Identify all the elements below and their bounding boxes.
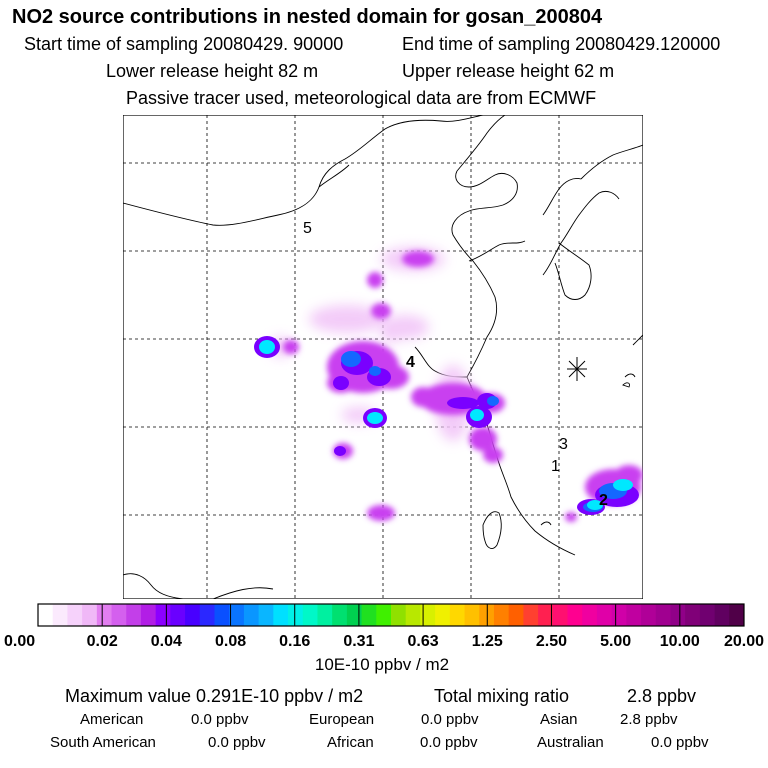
colorbar-cells — [38, 604, 745, 626]
region-label-1: 1 — [551, 458, 560, 475]
american-value: 0.0 ppbv — [191, 711, 249, 728]
colorbar-tick-label: 0.08 — [215, 633, 246, 650]
plume-cyan — [259, 340, 633, 510]
colorbar-tick-label: 2.50 — [536, 633, 567, 650]
australian-label: Australian — [537, 734, 604, 751]
colorbar-cell — [155, 604, 171, 626]
colorbar-cell — [170, 604, 186, 626]
south-american-label: South American — [50, 734, 156, 751]
asian-label: Asian — [540, 711, 578, 728]
colorbar-cell — [288, 604, 304, 626]
colorbar-cell — [508, 604, 524, 626]
colorbar-cell — [670, 604, 686, 626]
colorbar-cell — [523, 604, 539, 626]
colorbar-cell — [185, 604, 201, 626]
colorbar-cell — [67, 604, 83, 626]
end-time-label: End time of sampling 20080429.120000 — [402, 34, 721, 54]
region-label-3: 3 — [559, 436, 568, 453]
colorbar-cell — [229, 604, 245, 626]
colorbar-cell — [435, 604, 451, 626]
start-time-label: Start time of sampling 20080429. 90000 — [24, 34, 344, 54]
european-value: 0.0 ppbv — [421, 711, 479, 728]
colorbar-cell — [52, 604, 68, 626]
european-label: European — [309, 711, 375, 728]
colorbar-cell — [332, 604, 348, 626]
page-title: NO2 source contributions in nested domai… — [12, 6, 603, 28]
colorbar-cell — [317, 604, 333, 626]
colorbar-cell — [140, 604, 157, 626]
colorbar-cell — [655, 604, 671, 626]
receptor-marker-icon — [567, 357, 587, 381]
colorbar-tick-label: 0.02 — [87, 633, 118, 650]
colorbar-cell — [199, 604, 215, 626]
data-source-note: Passive tracer used, meteorological data… — [126, 88, 597, 108]
colorbar-cell — [538, 604, 554, 626]
colorbar-cell — [729, 604, 745, 626]
colorbar-cell — [611, 604, 627, 626]
colorbar-cell — [214, 604, 230, 626]
colorbar-cell — [641, 604, 657, 626]
colorbar-cell — [258, 604, 274, 626]
colorbar-frame — [37, 603, 745, 627]
colorbar-tick-label: 1.25 — [472, 633, 503, 650]
colorbar-cell — [567, 604, 583, 626]
colorbar-tick-label: 0.04 — [151, 633, 182, 650]
colorbar-cell — [582, 604, 598, 626]
colorbar-cell — [302, 604, 318, 626]
region-label-2: 2 — [599, 492, 608, 509]
colorbar-cell — [96, 604, 112, 626]
south-american-value: 0.0 ppbv — [208, 734, 266, 751]
colorbar-cell — [243, 604, 260, 626]
colorbar-tick-labels: 0.00 0.02 0.04 0.08 0.16 0.31 0.63 1.25 2.50 5.00… — [4, 633, 764, 650]
colorbar-cell — [449, 604, 465, 626]
colorbar-cell — [685, 604, 701, 626]
african-label: African — [327, 734, 374, 751]
total-mixing-ratio-value: 2.8 ppbv — [627, 686, 697, 706]
colorbar-cell — [714, 604, 730, 626]
colorbar-tick-label: 5.00 — [600, 633, 631, 650]
colorbar-cell — [405, 604, 421, 626]
colorbar-cell — [493, 604, 510, 626]
total-mixing-ratio-label: Total mixing ratio — [434, 686, 570, 706]
colorbar-cell — [420, 604, 436, 626]
colorbar-cell — [346, 604, 362, 626]
colorbar-cell — [699, 604, 715, 626]
colorbar: 0.00 0.02 0.04 0.08 0.16 0.31 0.63 1.25 2.50 5.00… — [4, 603, 764, 674]
region-label-4: 4 — [406, 354, 415, 371]
colorbar-tick-label: 10.00 — [660, 633, 700, 650]
african-value: 0.0 ppbv — [420, 734, 478, 751]
colorbar-cell — [552, 604, 568, 626]
contribution-map: 5 4 3 2 1 — [123, 115, 643, 599]
colorbar-tick-label: 0.00 — [4, 633, 35, 650]
colorbar-tick-label: 20.00 — [724, 633, 764, 650]
colorbar-tick-label: 0.31 — [343, 633, 374, 650]
colorbar-cell — [126, 604, 142, 626]
upper-height-label: Upper release height 62 m — [402, 61, 615, 81]
maximum-value-label: Maximum value 0.291E-10 ppbv / m2 — [65, 686, 364, 706]
coastline — [123, 115, 643, 599]
region-label-5: 5 — [303, 220, 312, 237]
colorbar-tick-label: 0.16 — [279, 633, 310, 650]
colorbar-cell — [273, 604, 289, 626]
colorbar-unit-label: 10E-10 ppbv / m2 — [315, 655, 449, 674]
colorbar-cell — [391, 604, 407, 626]
colorbar-cell — [111, 604, 127, 626]
colorbar-cell — [596, 604, 613, 626]
colorbar-cell — [361, 604, 377, 626]
colorbar-cell — [464, 604, 480, 626]
asian-value: 2.8 ppbv — [620, 711, 678, 728]
lower-height-label: Lower release height 82 m — [106, 61, 319, 81]
colorbar-cell — [626, 604, 642, 626]
colorbar-cell — [38, 604, 54, 626]
colorbar-cell — [376, 604, 392, 626]
colorbar-tick-label: 0.63 — [408, 633, 439, 650]
american-label: American — [80, 711, 144, 728]
australian-value: 0.0 ppbv — [651, 734, 709, 751]
colorbar-cell — [82, 604, 98, 626]
